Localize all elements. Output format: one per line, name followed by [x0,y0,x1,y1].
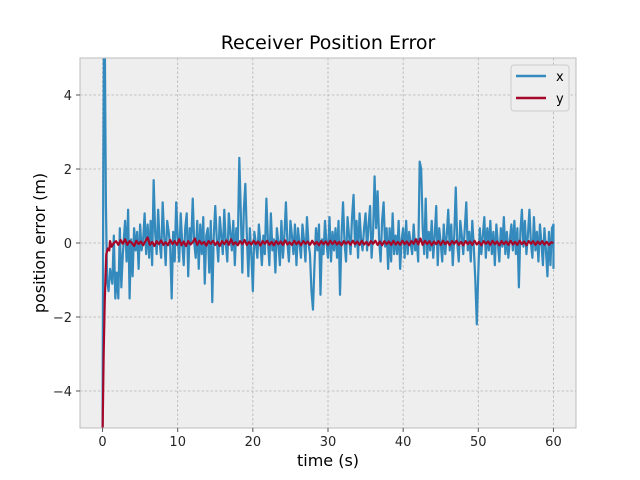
x-tick-label: 30 [320,435,337,450]
y-tick-label: −2 [53,311,72,326]
x-tick-label: 20 [245,435,262,450]
chart-title: Receiver Position Error [221,32,436,54]
y-tick-label: −4 [53,385,72,400]
x-axis-label: time (s) [297,451,359,470]
series-line-y [101,236,554,428]
x-tick-label: 10 [169,435,186,450]
series-layer [101,58,555,428]
legend: x y [510,64,570,112]
x-tick-label: 50 [470,435,487,450]
y-axis-ticks: −4 −2 0 2 4 [53,89,80,400]
x-axis-ticks: 0 10 20 30 40 50 60 [98,428,562,450]
legend-label-y: y [556,92,564,107]
y-tick-label: 2 [64,163,72,178]
x-tick-label: 0 [98,435,106,450]
x-tick-label: 40 [395,435,412,450]
y-tick-label: 0 [64,237,72,252]
x-tick-label: 60 [545,435,562,450]
legend-label-x: x [556,70,564,85]
y-axis-label: position error (m) [30,173,49,313]
y-tick-label: 4 [64,89,72,104]
